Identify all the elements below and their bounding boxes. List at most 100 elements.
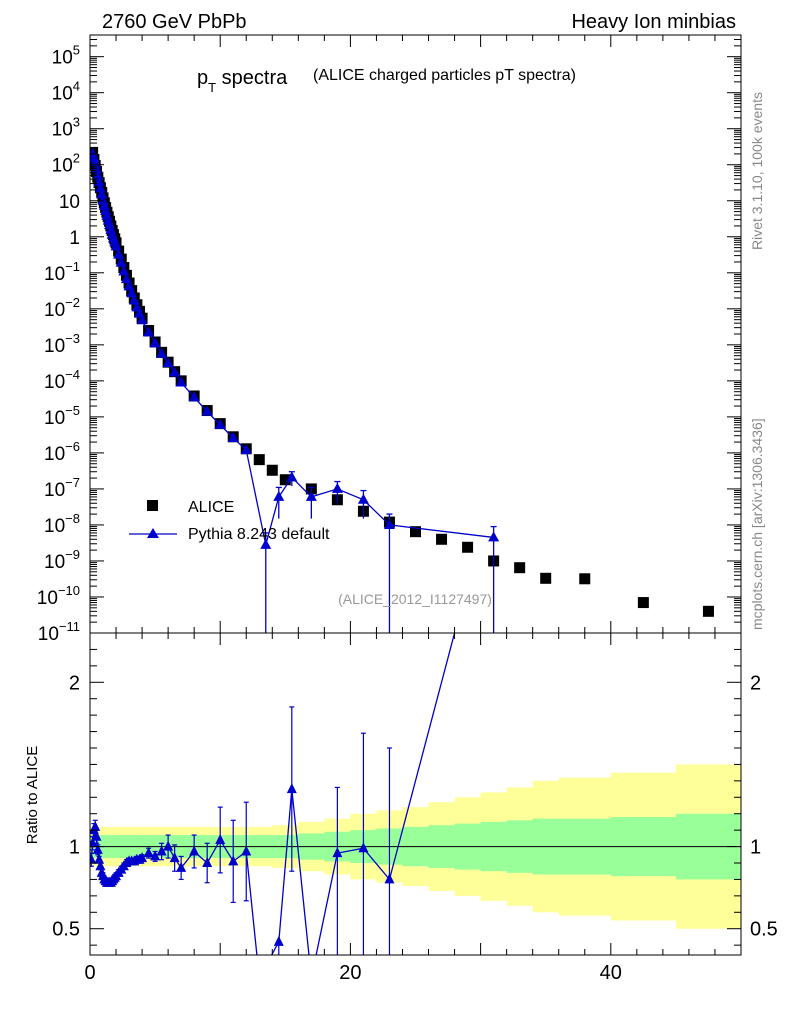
alice-point	[279, 474, 291, 486]
y-tick-label: 10−10	[37, 583, 80, 609]
y-tick-label: 10−1	[44, 259, 80, 285]
y-tick-label: 10−8	[44, 511, 80, 537]
ratio-point	[286, 783, 297, 794]
legend-marker-pythia	[147, 528, 159, 538]
legend-label-alice: ALICE	[188, 499, 234, 516]
ratio-point	[176, 861, 187, 872]
pythia-point	[273, 490, 285, 501]
ratio-panel: 0 20 40 0.5 0.5 1 1 2 2 Ratio to ALICE	[24, 479, 778, 984]
ratio-point	[358, 842, 369, 853]
ratio-y-tick-label-right: 2	[750, 672, 761, 694]
y-tick-label: 10−7	[44, 475, 80, 501]
y-tick-label: 10−5	[44, 403, 80, 429]
pythia-point	[136, 314, 148, 325]
pythia-point	[126, 287, 138, 298]
ratio-point	[189, 845, 200, 856]
ratio-line	[90, 633, 456, 955]
pythia-point	[100, 204, 112, 215]
ratio-point	[91, 830, 102, 841]
alice-point	[540, 572, 552, 584]
ratio-frame	[89, 632, 742, 956]
pythia-point	[149, 337, 161, 348]
plot-title: pT spectra	[197, 67, 288, 95]
y-tick-label: 10	[59, 192, 80, 213]
y-tick-label: 10−3	[44, 331, 80, 357]
ratio-point	[92, 843, 103, 854]
pythia-point	[143, 326, 155, 337]
mcplots-label: mcplots.cern.ch [arXiv:1306.3436]	[749, 418, 765, 630]
plot-subtitle: (ALICE charged particles pT spectra)	[313, 67, 576, 84]
pythia-point	[156, 347, 168, 358]
ratio-point	[169, 852, 180, 863]
ratio-point	[95, 860, 106, 871]
ratio-y-tick-label-right: 0.5	[750, 919, 778, 941]
ratio-point	[90, 853, 97, 864]
x-tick-label: 0	[84, 962, 95, 984]
pythia-point	[227, 431, 239, 442]
pythia-point	[188, 391, 200, 402]
y-tick-label: 10−9	[44, 547, 80, 573]
pythia-point	[383, 518, 395, 529]
pythia-point	[331, 482, 343, 493]
pythia-point	[113, 248, 125, 259]
ratio-point	[241, 845, 252, 856]
legend-label-pythia: Pythia 8.243 default	[188, 526, 330, 543]
pythia-point	[94, 182, 106, 193]
x-tick-label: 40	[600, 962, 622, 984]
pythia-point	[201, 405, 213, 416]
pythia-point	[214, 418, 226, 429]
y-tick-label: 10−11	[38, 619, 80, 645]
ratio-point	[489, 479, 499, 489]
pythia-point	[286, 471, 298, 482]
alice-point	[266, 464, 278, 476]
ratio-y-tick-label-right: 1	[750, 837, 761, 859]
pythia-point	[118, 265, 130, 276]
y-tick-label: 1	[69, 228, 80, 249]
ratio-point	[90, 820, 101, 831]
ratio-point	[150, 850, 161, 861]
pythia-point	[96, 188, 108, 199]
pythia-point	[488, 531, 500, 542]
pythia-point	[92, 169, 104, 180]
y-tick-label: 10−6	[44, 439, 80, 465]
alice-point	[514, 562, 526, 574]
ratio-y-tick-label: 0.5	[52, 919, 80, 941]
ratio-y-tick-label: 2	[69, 672, 80, 694]
pythia-line	[91, 153, 494, 546]
ratio-point	[202, 857, 213, 867]
ratio-point	[254, 972, 264, 982]
ratio-point	[156, 845, 167, 856]
y-tick-label: 102	[52, 151, 80, 177]
ratio-point	[228, 855, 239, 866]
ratio-point	[143, 847, 154, 858]
pythia-point	[169, 366, 181, 377]
pythia-point	[357, 493, 369, 504]
pythia-point	[110, 240, 122, 251]
ratio-point	[94, 853, 105, 864]
ratio-point	[273, 935, 284, 946]
process-label: Heavy Ion minbias	[571, 11, 736, 33]
alice-point	[253, 454, 265, 466]
ratio-axis-label: Ratio to ALICE	[24, 746, 41, 844]
spectrum-frame	[89, 34, 742, 634]
alice-point	[462, 541, 474, 553]
alice-point	[702, 605, 714, 617]
pythia-point	[240, 444, 252, 455]
ratio-y-tick-label: 1	[69, 837, 80, 859]
pythia-point	[260, 538, 272, 549]
pythia-point	[175, 376, 187, 387]
pythia-point	[162, 357, 174, 368]
alice-point	[436, 533, 448, 545]
collision-label: 2760 GeV PbPb	[102, 11, 247, 33]
analysis-id: (ALICE_2012_I1127497)	[338, 591, 492, 607]
pythia-point	[97, 194, 109, 205]
y-tick-label: 104	[52, 79, 80, 105]
ratio-point	[163, 840, 174, 851]
y-tick-label: 10−4	[44, 367, 80, 393]
legend-marker-alice	[147, 500, 158, 511]
pythia-point	[90, 152, 100, 163]
pythia-point	[98, 199, 110, 210]
ratio-point	[137, 852, 148, 863]
legend: ALICE Pythia 8.243 default	[129, 499, 330, 543]
